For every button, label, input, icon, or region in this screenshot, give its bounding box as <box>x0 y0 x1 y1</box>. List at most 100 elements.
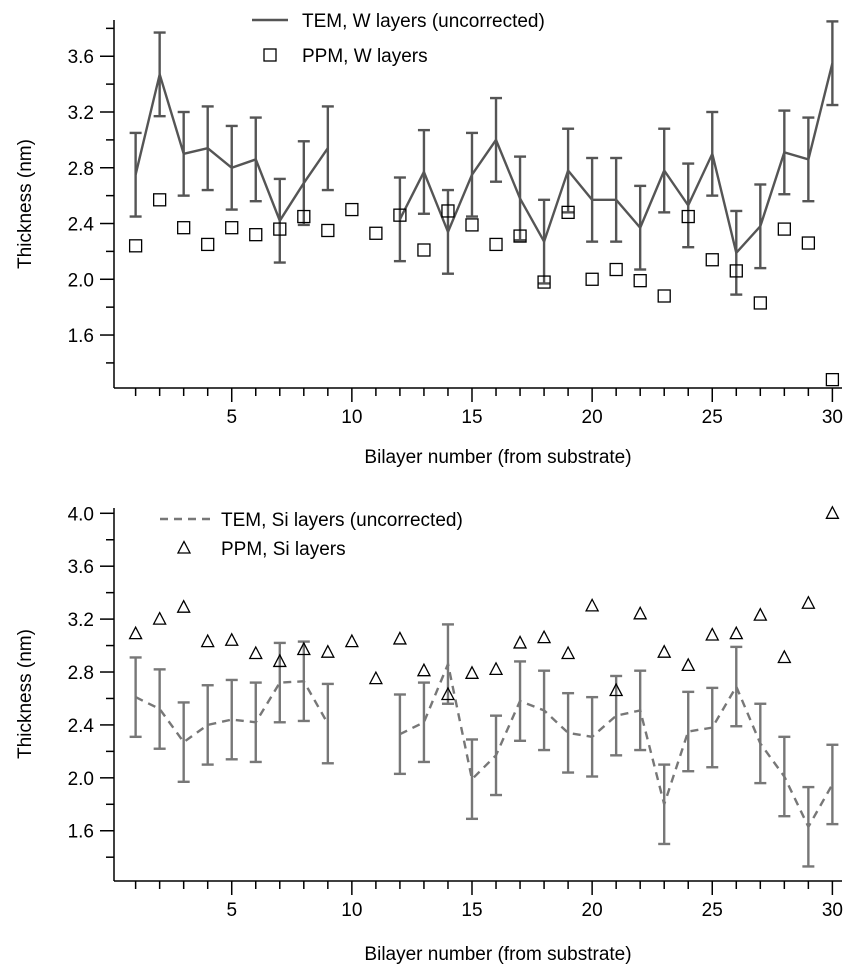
x-tick-label: 5 <box>226 900 237 921</box>
y-tick-label: 4.0 <box>68 504 94 525</box>
data-point <box>394 632 406 644</box>
data-point <box>226 222 238 234</box>
data-point <box>178 601 190 613</box>
data-point <box>826 374 838 386</box>
error-bar <box>514 157 526 241</box>
error-bar <box>802 787 814 866</box>
error-bar <box>394 178 406 262</box>
data-point <box>826 507 838 519</box>
data-point <box>346 204 358 216</box>
x-axis-title: Bilayer number (from substrate) <box>364 944 631 965</box>
error-bar <box>826 745 838 824</box>
error-bar <box>706 112 718 196</box>
error-bar <box>658 129 670 213</box>
error-bar <box>730 211 742 295</box>
error-bar <box>130 657 142 736</box>
error-bar <box>250 118 262 202</box>
y-tick-label: 3.2 <box>68 610 94 631</box>
data-point <box>610 264 622 276</box>
data-point <box>418 664 430 676</box>
data-point <box>154 613 166 625</box>
data-point <box>562 647 574 659</box>
legend-square-swatch <box>264 49 276 61</box>
error-bar <box>442 190 454 274</box>
error-bar <box>490 98 502 182</box>
data-point <box>466 667 478 679</box>
y-axis-title: Thickness (nm) <box>15 629 36 759</box>
x-tick-label: 5 <box>226 407 237 428</box>
error-bar <box>730 647 742 726</box>
data-point <box>370 672 382 684</box>
error-bar <box>466 133 478 217</box>
data-point <box>586 599 598 611</box>
data-point <box>658 646 670 658</box>
data-point <box>178 222 190 234</box>
error-bar <box>610 676 622 755</box>
error-bar <box>538 671 550 750</box>
error-bar <box>322 684 334 763</box>
data-point <box>706 254 718 266</box>
x-tick-label: 10 <box>341 407 362 428</box>
data-point <box>418 244 430 256</box>
legend-item: PPM, W layers <box>264 46 428 67</box>
y-tick-label: 2.0 <box>68 270 94 291</box>
data-point <box>202 238 214 250</box>
si-layers-panel: 5 10 15 20 25 30 1.6 2.0 2.4 2.8 3.2 3.6 4.0 Bilayer … <box>15 504 843 965</box>
data-point <box>466 219 478 231</box>
error-bar <box>274 179 286 263</box>
x-tick-label: 10 <box>341 900 362 921</box>
error-bar <box>562 693 574 772</box>
data-point <box>322 646 334 658</box>
error-bar <box>490 716 502 795</box>
legend-triangle-swatch <box>178 542 190 554</box>
y-tick-label: 1.6 <box>68 326 94 347</box>
x-axis-title: Bilayer number (from substrate) <box>364 447 631 468</box>
legend-item: PPM, Si layers <box>178 539 346 560</box>
data-point <box>226 634 238 646</box>
y-tick-label: 2.4 <box>68 215 95 236</box>
error-bar <box>130 133 142 217</box>
y-tick-label: 3.6 <box>68 47 94 68</box>
series-line <box>136 664 833 827</box>
data-point <box>778 651 790 663</box>
data-point <box>154 194 166 206</box>
series-0 <box>130 624 839 866</box>
error-bar <box>538 200 550 284</box>
y-tick-label: 2.8 <box>68 159 94 180</box>
error-bar <box>394 695 406 774</box>
y-tick-label: 1.6 <box>68 822 94 843</box>
error-bar <box>418 130 430 214</box>
legend: TEM, W layers (uncorrected) PPM, W layers <box>252 11 545 67</box>
error-bar <box>778 737 790 816</box>
series-1 <box>130 507 839 700</box>
y-tick-label: 3.2 <box>68 103 94 124</box>
w-layers-panel: 5 10 15 20 25 301.62.02.42.83.23.6Bilayer num… <box>15 11 843 468</box>
data-point <box>370 227 382 239</box>
legend: TEM, Si layers (uncorrected) PPM, Si laye… <box>160 510 463 560</box>
x-tick-label: 20 <box>582 407 603 428</box>
error-bar <box>154 669 166 748</box>
error-bar <box>826 21 838 105</box>
data-point <box>730 627 742 639</box>
error-bar <box>754 184 766 268</box>
error-bar <box>418 683 430 762</box>
legend-item: TEM, Si layers (uncorrected) <box>160 510 463 531</box>
legend-label: PPM, W layers <box>302 46 428 67</box>
data-point <box>346 635 358 647</box>
x-tick-label: 30 <box>822 900 843 921</box>
data-point <box>130 627 142 639</box>
error-bar <box>154 33 166 117</box>
y-tick-label: 2.4 <box>68 716 95 737</box>
series-line <box>136 63 833 253</box>
error-bar <box>514 661 526 740</box>
data-point <box>322 224 334 236</box>
error-bar <box>658 765 670 844</box>
x-tick-label: 20 <box>582 900 603 921</box>
data-point <box>514 636 526 648</box>
y-tick-label: 2.0 <box>68 769 94 790</box>
legend-label: TEM, Si layers (uncorrected) <box>221 510 463 531</box>
data-point <box>682 659 694 671</box>
x-tick-label: 15 <box>461 407 482 428</box>
data-point <box>490 663 502 675</box>
error-bar <box>322 106 334 190</box>
